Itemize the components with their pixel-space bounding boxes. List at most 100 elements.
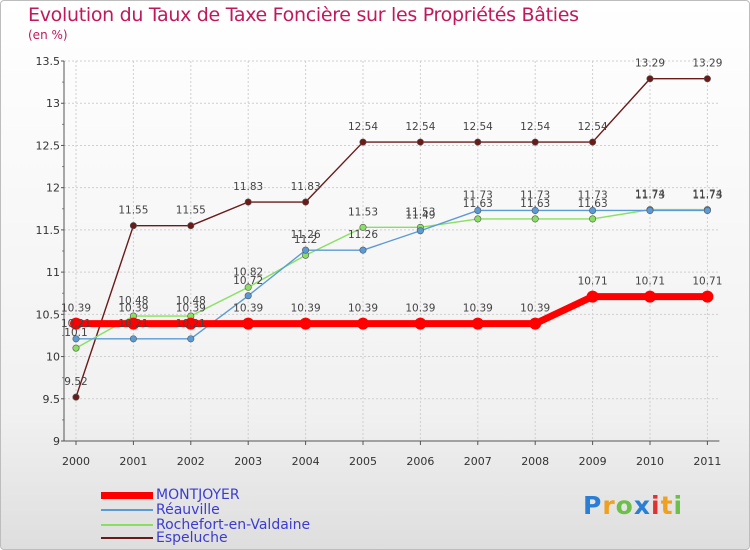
data-point xyxy=(242,317,255,330)
data-label: 12.54 xyxy=(578,121,608,133)
data-label: 10.39 xyxy=(118,303,148,315)
data-label: 11.73 xyxy=(635,189,665,201)
data-label: 11.26 xyxy=(348,229,378,241)
series-lines xyxy=(75,78,708,398)
legend-item-espeluche[interactable]: Espeluche xyxy=(101,530,228,546)
chart-title: Evolution du Taux de Taxe Foncière sur l… xyxy=(28,4,579,26)
data-label: 11.49 xyxy=(405,210,435,222)
data-label: 11.63 xyxy=(520,198,550,210)
data-point xyxy=(416,138,424,146)
data-labels: 9.52 11.55 11.55 11.83 11.83 12.54 12.54 12.54 1… xyxy=(61,58,723,388)
data-label: 12.54 xyxy=(520,121,550,133)
data-point xyxy=(129,335,137,343)
data-label: 11.55 xyxy=(176,205,206,217)
x-tick-label: 2004 xyxy=(292,455,320,468)
legend-item-reauville[interactable]: Réauville xyxy=(101,502,220,518)
logo-letter: t xyxy=(660,491,674,520)
x-tick-label: 2006 xyxy=(406,455,434,468)
legend-swatch-rochefort-en-valdaine xyxy=(101,524,153,526)
data-label: 12.54 xyxy=(348,121,378,133)
data-point xyxy=(357,317,369,330)
data-point xyxy=(531,206,539,214)
data-label: 10.71 xyxy=(578,276,608,288)
y-tick-label: 12.5 xyxy=(36,139,61,152)
series-line-3 xyxy=(75,78,708,398)
legend-swatch-espeluche xyxy=(101,537,153,539)
legend-swatch-montjoyer xyxy=(101,491,153,499)
x-tick-label: 2009 xyxy=(579,455,607,468)
data-label: 11.63 xyxy=(463,198,493,210)
legend-label-reauville: Réauville xyxy=(156,502,220,518)
data-point xyxy=(302,246,310,254)
y-tick-label: 9 xyxy=(53,435,60,448)
data-point xyxy=(701,290,714,303)
data-label: 12.54 xyxy=(405,121,435,133)
data-label: 10.71 xyxy=(692,276,722,288)
x-tick-label: 2007 xyxy=(464,455,492,468)
data-point xyxy=(184,317,197,330)
series-line-1 xyxy=(76,209,708,340)
data-point xyxy=(72,393,80,401)
data-point xyxy=(589,215,597,223)
logo-letter: r xyxy=(602,491,616,520)
data-label: 13.29 xyxy=(692,58,722,70)
data-label: 10.39 xyxy=(291,303,321,315)
data-label: 10.39 xyxy=(61,303,91,315)
data-point xyxy=(302,198,310,206)
data-label: 13.29 xyxy=(635,58,665,70)
y-tick-label: 9.5 xyxy=(43,393,61,406)
data-point xyxy=(531,138,539,146)
data-point xyxy=(244,283,252,291)
data-label: 10.39 xyxy=(463,303,493,315)
x-tick-label: 2010 xyxy=(636,455,664,468)
data-point xyxy=(703,206,711,214)
data-point xyxy=(529,317,542,330)
data-label: 11.73 xyxy=(520,189,550,201)
data-point xyxy=(414,317,427,330)
data-label: 9.52 xyxy=(64,376,87,388)
y-tick-label: 10 xyxy=(46,351,60,364)
data-label: 10.39 xyxy=(176,303,206,315)
data-label: 10.39 xyxy=(405,303,435,315)
logo-letter: P xyxy=(583,491,603,520)
y-tick-label: 11.5 xyxy=(36,224,61,237)
data-point xyxy=(359,246,367,254)
data-label: 11.83 xyxy=(233,181,263,193)
data-label: 10.1 xyxy=(64,327,87,339)
legend-label-espeluche: Espeluche xyxy=(156,530,228,546)
grid xyxy=(64,60,720,442)
x-tick-label: 2001 xyxy=(119,455,147,468)
data-label: 10.39 xyxy=(520,303,550,315)
logo-letter: x xyxy=(633,491,651,520)
data-point xyxy=(72,335,80,343)
series-points xyxy=(70,75,714,401)
data-point xyxy=(474,215,482,223)
data-point xyxy=(589,206,597,214)
legend-item-rochefort-en-valdaine[interactable]: Rochefort-en-Valdaine xyxy=(101,517,311,533)
data-label: 10.48 xyxy=(118,295,148,307)
data-point xyxy=(474,138,482,146)
data-point xyxy=(359,223,367,231)
data-label: 11.53 xyxy=(348,206,378,218)
legend-label-rochefort-en-valdaine: Rochefort-en-Valdaine xyxy=(156,517,311,533)
axes: 9 9.5 10 10.5 11 11.5 12 12.5 13 13.5 2000 2001 2002… xyxy=(36,55,722,468)
legend-swatch-reauville xyxy=(101,509,153,511)
data-label: 10.21 xyxy=(61,318,91,330)
data-point xyxy=(127,317,140,330)
data-label: 11.73 xyxy=(692,189,722,201)
legend-item-montjoyer[interactable]: MONTJOYER xyxy=(101,487,240,503)
proxiti-logo: Proxiti xyxy=(583,491,683,520)
data-label: 10.48 xyxy=(176,295,206,307)
x-tick-label: 2008 xyxy=(521,455,549,468)
data-point xyxy=(646,206,654,214)
data-point xyxy=(531,215,539,223)
series-line-2 xyxy=(75,208,708,349)
data-label: 11.55 xyxy=(118,205,148,217)
data-point xyxy=(471,317,484,330)
data-label: 10.39 xyxy=(348,303,378,315)
data-point xyxy=(187,222,195,230)
data-point xyxy=(187,335,195,343)
x-tick-label: 2000 xyxy=(62,455,90,468)
